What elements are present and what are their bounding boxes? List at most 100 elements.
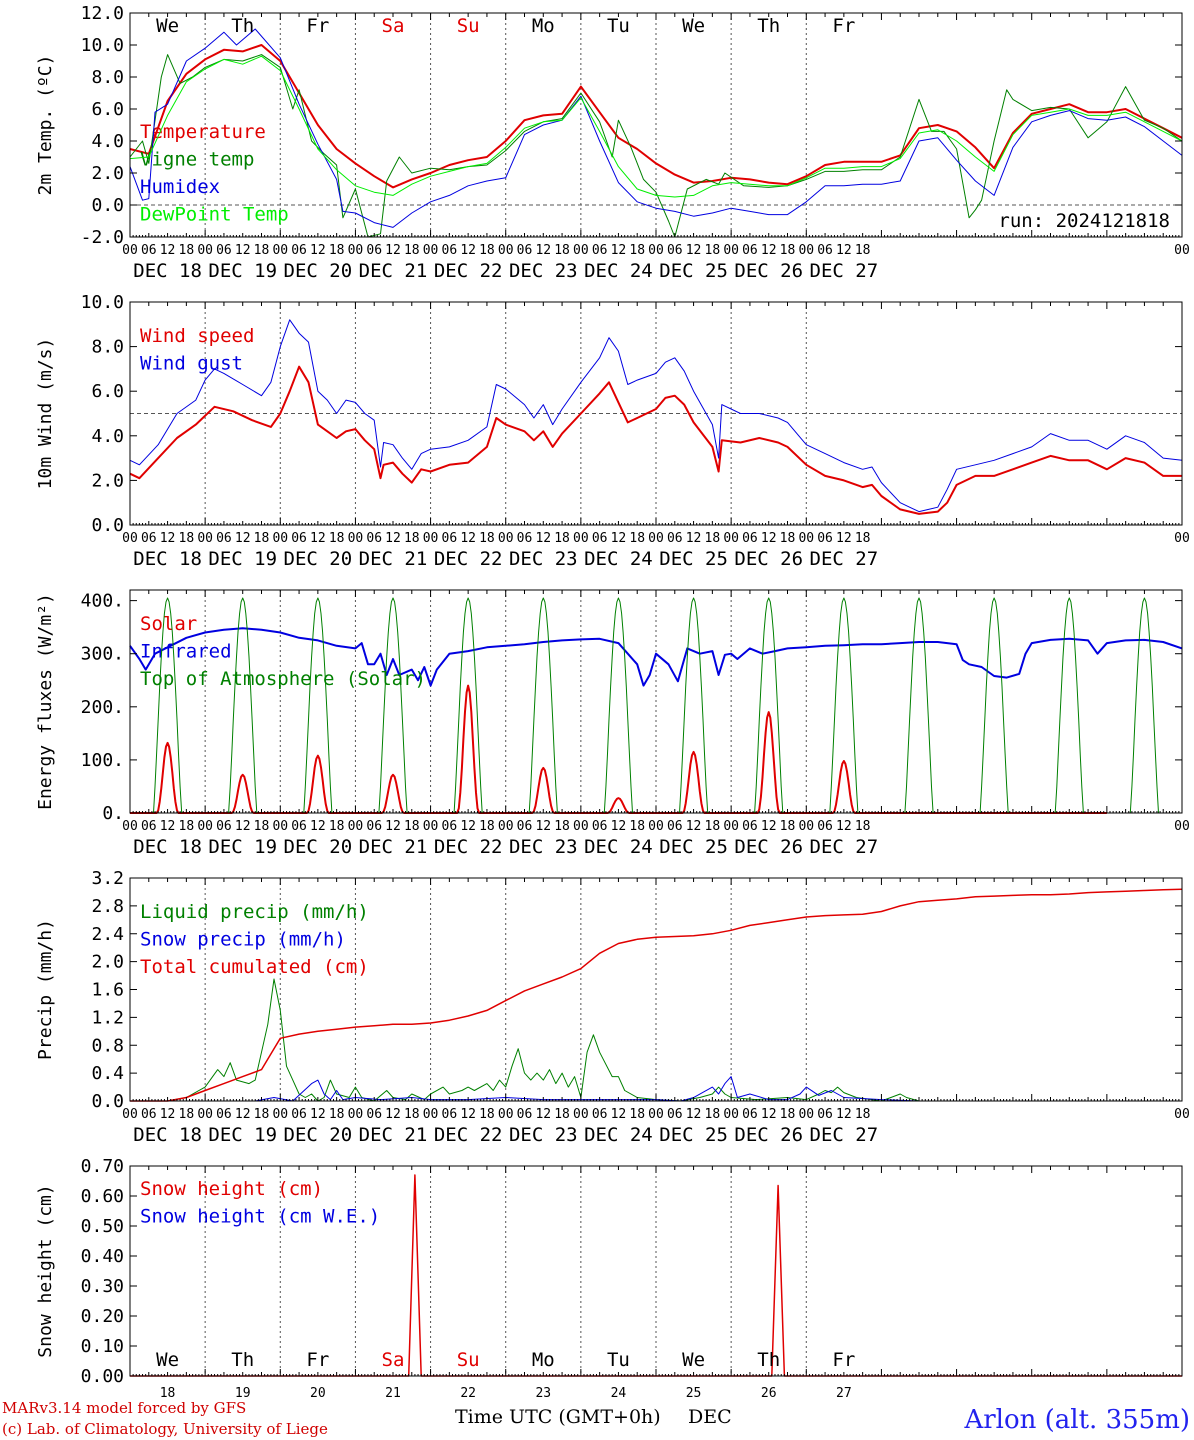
hour-label: 18 (254, 819, 270, 834)
hour-label: 18 (554, 243, 570, 258)
hour-label: 12 (611, 531, 627, 546)
y-tick-label: 0.40 (81, 1246, 124, 1267)
hour-label: 12 (385, 819, 401, 834)
hour-label: 06 (817, 243, 833, 258)
hour-label: 18 (554, 531, 570, 546)
day-name: Mo (532, 15, 555, 37)
y-tick-label: 1.6 (91, 980, 124, 1001)
hour-label: 00 (272, 243, 288, 258)
hour-label: 12 (686, 243, 702, 258)
hour-label: 00 (798, 243, 814, 258)
series-line-precip-2 (130, 888, 1183, 1102)
y-tick-label: 6.0 (91, 381, 124, 402)
hour-label: 18 (479, 531, 495, 546)
hour-label: 12 (235, 243, 251, 258)
legend-entry: Wind speed (140, 325, 254, 347)
hour-label: 06 (366, 243, 382, 258)
model-credit: MARv3.14 model forced by GFS (2, 1399, 246, 1417)
hour-label: 18 (404, 243, 420, 258)
y-axis-title: 10m Wind (m/s) (35, 338, 56, 490)
hour-label: 12 (836, 1107, 852, 1122)
legend-entry: Snow precip (mm/h) (140, 929, 346, 951)
y-axis-title: Precip (mm/h) (35, 919, 56, 1060)
date-label: DEC 22 (434, 260, 503, 282)
legend-entry: Wind gust (140, 353, 243, 375)
day-name: We (156, 15, 179, 37)
legend-entry: DewPoint Temp (140, 204, 289, 226)
hour-label: 18 (705, 1107, 721, 1122)
hour-label: 00 (723, 819, 739, 834)
hour-label: 18 (855, 819, 871, 834)
hour-label: 00 (272, 531, 288, 546)
hour-label: 18 (855, 1107, 871, 1122)
hour-label: 06 (291, 1107, 307, 1122)
date-label: DEC 18 (133, 260, 202, 282)
day-name: Su (457, 1349, 480, 1371)
date-label: DEC 23 (509, 836, 578, 858)
y-tick-label: 100. (81, 750, 124, 771)
hour-label: 18 (780, 1107, 796, 1122)
hour-label: 12 (460, 1107, 476, 1122)
hour-label: 18 (629, 243, 645, 258)
legend-entry: Vigne temp (140, 149, 254, 171)
hour-label: 00 (122, 819, 138, 834)
date-label: DEC 21 (359, 548, 428, 570)
hour-label: 00 (348, 1107, 364, 1122)
hour-label: 12 (535, 531, 551, 546)
hour-label: 06 (291, 531, 307, 546)
hour-label: 12 (385, 243, 401, 258)
hour-label: 00 (798, 1107, 814, 1122)
legend-entry: Top of Atmosphere (Solar) (140, 668, 426, 690)
y-axis-title: 2m Temp. (ºC) (35, 55, 56, 196)
panel-wind: Wind speed Wind gust 0.0 2.0 4.0 6.0 8.0 10.0 10… (35, 292, 1190, 570)
day-number: 23 (535, 1386, 551, 1401)
y-tick-label: 0.0 (91, 515, 124, 536)
hour-label: 00 (197, 531, 213, 546)
day-name: Tu (607, 1349, 630, 1371)
y-tick-label: 200. (81, 697, 124, 718)
hour-label: 18 (780, 243, 796, 258)
date-label: DEC 23 (509, 260, 578, 282)
hour-label: 12 (761, 1107, 777, 1122)
hour-label: 06 (667, 819, 683, 834)
legend-entry: Total cumulated (cm) (140, 956, 369, 978)
hour-label: 06 (141, 243, 157, 258)
hour-label: 12 (160, 243, 176, 258)
hour-label: 18 (329, 531, 345, 546)
hour-label: 06 (366, 819, 382, 834)
hour-label: 18 (554, 1107, 570, 1122)
hour-label: 06 (592, 531, 608, 546)
hour-label: 06 (442, 243, 458, 258)
y-tick-label: 0.0 (91, 1091, 124, 1112)
hour-label: 18 (179, 531, 195, 546)
hour-label: 00 (272, 819, 288, 834)
date-label: DEC 27 (810, 1124, 879, 1146)
lab-credit: (c) Lab. of Climatology, University of L… (2, 1420, 328, 1438)
y-tick-label: 6.0 (91, 99, 124, 120)
hour-label: 18 (179, 1107, 195, 1122)
date-label: DEC 19 (208, 260, 277, 282)
hour-label: 06 (291, 243, 307, 258)
date-label: DEC 18 (133, 548, 202, 570)
hour-label: 06 (442, 1107, 458, 1122)
hour-label: 06 (592, 243, 608, 258)
hour-label: 12 (160, 819, 176, 834)
hour-label: 06 (667, 1107, 683, 1122)
hour-label: 12 (836, 243, 852, 258)
date-label: DEC 27 (810, 260, 879, 282)
series-line-temp-1 (129, 54, 1183, 238)
day-name: Fr (832, 15, 855, 37)
day-name: Mo (532, 1349, 555, 1371)
y-tick-label: 0. (102, 803, 124, 824)
day-name: Fr (306, 15, 329, 37)
date-label: DEC 21 (359, 260, 428, 282)
hour-label: 06 (592, 819, 608, 834)
series-line-wind-0 (129, 365, 1182, 515)
hour-label: 06 (141, 1107, 157, 1122)
hour-label: 00 (723, 1107, 739, 1122)
hour-label: 06 (667, 531, 683, 546)
hour-label: 18 (404, 531, 420, 546)
x-axis-month: DEC (688, 1406, 732, 1428)
hour-label: 12 (535, 243, 551, 258)
x-axis-title: Time UTC (GMT+0h) (455, 1406, 661, 1428)
